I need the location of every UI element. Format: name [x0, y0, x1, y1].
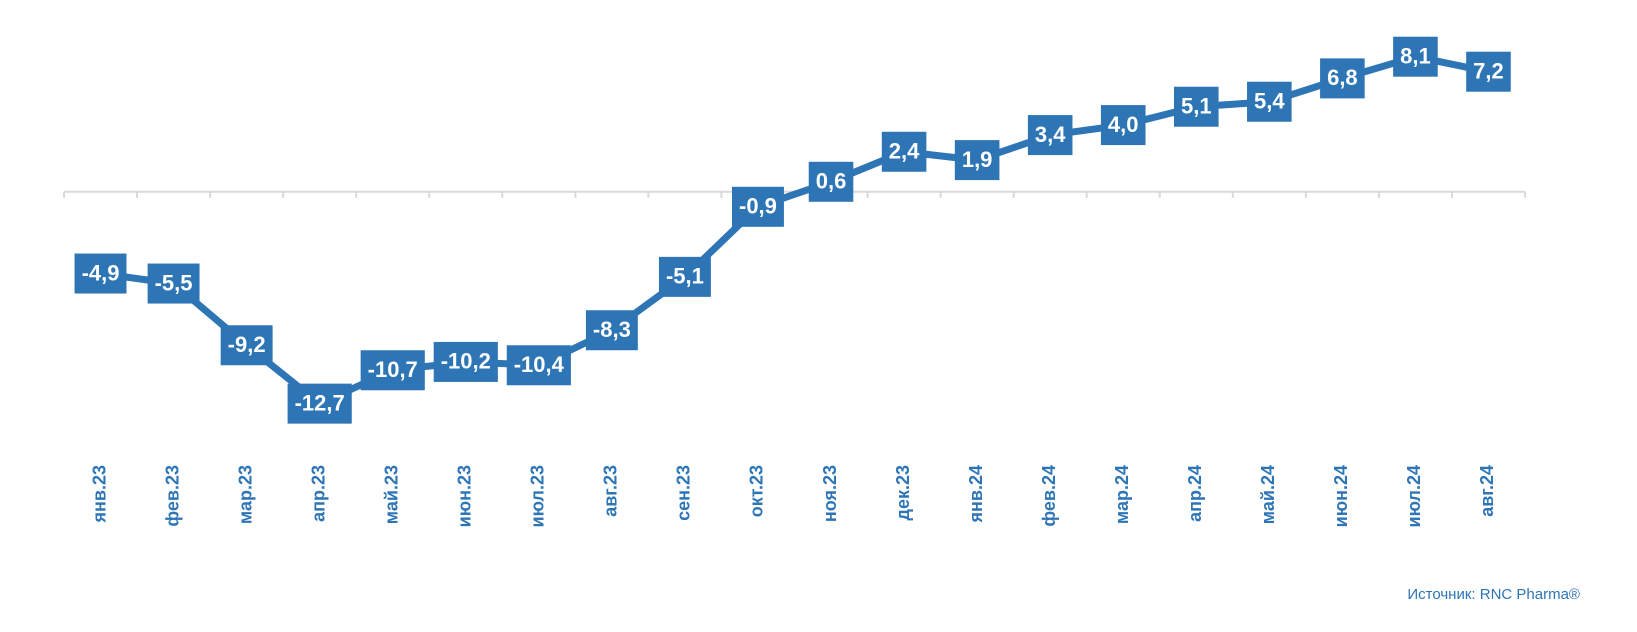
x-tick-label: май.23	[381, 465, 401, 524]
data-label-box	[1100, 105, 1146, 146]
data-label-box	[1320, 58, 1365, 99]
x-tick-label: ноя.23	[820, 465, 840, 522]
x-tick-label: дек.23	[893, 465, 913, 520]
x-tick-label: июл.24	[1404, 465, 1424, 527]
data-label: -8,3	[585, 310, 638, 351]
data-label-box	[1393, 36, 1438, 77]
data-label-box	[1173, 86, 1219, 127]
data-label-text: 4,0	[1108, 112, 1139, 137]
data-label-box	[433, 341, 498, 382]
data-label-box	[1466, 51, 1511, 92]
x-tick-label: янв.23	[89, 465, 109, 523]
x-tick-label: май.24	[1258, 465, 1278, 524]
data-label-text: 3,4	[1035, 122, 1066, 147]
data-label-box	[585, 310, 638, 351]
data-label: -0,9	[732, 186, 784, 227]
data-label-text: 0,6	[816, 169, 847, 194]
data-label: -10,7	[360, 350, 425, 391]
x-tick-label: окт.23	[747, 465, 767, 517]
x-tick-label: янв.24	[966, 465, 986, 523]
source-note: Источник: RNC Pharma®	[1407, 586, 1580, 603]
data-label: 2,4	[881, 131, 927, 172]
x-tick-label: апр.24	[1185, 465, 1205, 522]
data-label-box	[881, 131, 927, 172]
data-label: 7,2	[1466, 51, 1511, 92]
x-tick-label: авг.24	[1477, 465, 1497, 517]
data-label-text: 8,1	[1400, 44, 1431, 69]
data-label-text: -10,4	[514, 352, 565, 377]
data-label-text: -8,3	[593, 317, 631, 342]
data-label: -5,5	[147, 263, 200, 304]
data-label-text: 6,8	[1327, 65, 1358, 90]
data-label-text: -5,5	[155, 270, 193, 295]
x-tick-label: авг.23	[601, 465, 621, 517]
data-label-text: 5,1	[1181, 94, 1212, 119]
data-label: 5,1	[1173, 86, 1219, 127]
data-label-text: -9,2	[228, 332, 266, 357]
x-tick-label: июн.23	[455, 465, 475, 527]
data-label: 4,0	[1100, 105, 1146, 146]
data-label: 0,6	[808, 161, 854, 202]
x-tick-label: мар.23	[235, 465, 255, 524]
data-label: -12,7	[287, 383, 352, 424]
data-label-box	[360, 350, 425, 391]
data-label-box	[287, 383, 352, 424]
x-tick-label: мар.24	[1112, 465, 1132, 524]
data-label-text: -10,7	[368, 357, 418, 382]
data-label: 6,8	[1320, 58, 1365, 99]
data-label-box	[732, 186, 784, 227]
data-label-text: -4,9	[82, 260, 120, 285]
x-tick-label: фев.24	[1039, 465, 1059, 527]
data-label-text: 5,4	[1254, 89, 1285, 114]
data-label: -5,1	[658, 256, 711, 297]
data-label-text: -10,2	[441, 349, 491, 374]
x-tick-label: фев.23	[162, 465, 182, 527]
data-label: 1,9	[954, 140, 1000, 181]
data-label-text: 2,4	[889, 139, 920, 164]
data-label: -10,4	[506, 345, 571, 386]
data-label-box	[954, 140, 1000, 181]
data-label: 3,4	[1027, 115, 1073, 156]
x-tick-label: сен.23	[674, 465, 694, 521]
data-label-box	[506, 345, 571, 386]
x-tick-label: апр.23	[308, 465, 328, 522]
data-label-box	[808, 161, 854, 202]
data-label: -10,2	[433, 341, 498, 382]
data-label-text: -0,9	[739, 194, 777, 219]
data-label-box	[74, 253, 127, 294]
data-label-text: 7,2	[1473, 59, 1504, 84]
data-label: 8,1	[1393, 36, 1438, 77]
x-tick-label: июл.23	[528, 465, 548, 527]
data-label-text: 1,9	[962, 147, 993, 172]
data-label-box	[147, 263, 200, 304]
data-label-box	[658, 256, 711, 297]
data-label-box	[220, 325, 273, 366]
x-tick-label: июн.24	[1331, 465, 1351, 527]
data-label: 5,4	[1247, 81, 1292, 122]
data-label-text: -5,1	[666, 264, 704, 289]
data-label: -9,2	[220, 325, 273, 366]
data-label: -4,9	[74, 253, 127, 294]
data-label-box	[1247, 81, 1292, 122]
data-label-box	[1027, 115, 1073, 156]
data-label-text: -12,7	[295, 390, 345, 415]
